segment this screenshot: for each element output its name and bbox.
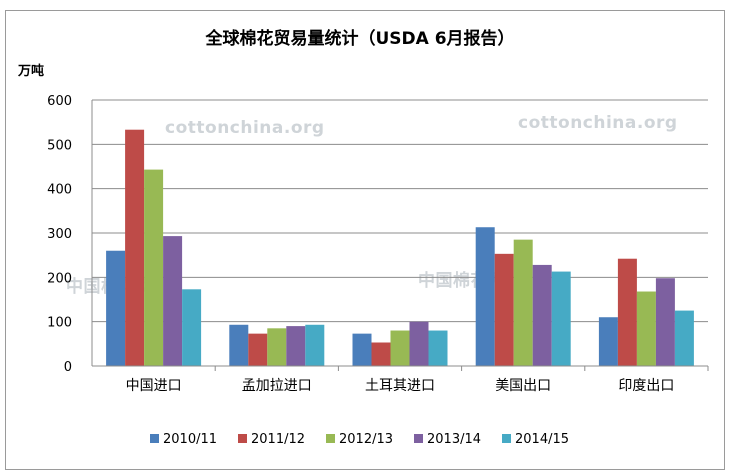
legend-label: 2014/15 [515, 432, 569, 447]
bar [598, 317, 618, 366]
bar [248, 333, 268, 366]
legend-swatch [326, 434, 335, 443]
legend-label: 2010/11 [163, 432, 217, 447]
bar [532, 264, 552, 366]
y-tick-label: 300 [47, 227, 72, 242]
bar [409, 321, 429, 366]
bar [371, 342, 391, 366]
x-tick-label: 土耳其进口 [365, 378, 435, 394]
bar [144, 169, 164, 366]
bar [390, 330, 410, 366]
legend-label: 2012/13 [339, 432, 393, 447]
chart-frame [5, 10, 725, 470]
bar [267, 328, 287, 366]
bar [475, 227, 495, 366]
legend: 2010/11 2011/12 2012/13 2013/14 2014/15 [150, 432, 569, 447]
bar [655, 278, 675, 366]
bar [674, 310, 694, 366]
bar [617, 258, 637, 366]
bar [428, 330, 448, 366]
bar [125, 129, 145, 366]
y-tick-label: 0 [64, 360, 72, 375]
watermark: cottonchina.org [518, 113, 678, 133]
bar [305, 324, 325, 366]
y-axis-ticks: 0 100 200 300 400 500 600 [47, 94, 72, 375]
x-tick-label: 中国进口 [126, 378, 182, 394]
y-tick-label: 200 [47, 271, 72, 286]
bar [106, 250, 126, 366]
y-axis-label: 万吨 [17, 63, 44, 79]
x-tick-label: 美国出口 [495, 378, 551, 394]
gridlines [92, 99, 708, 323]
bar [229, 324, 249, 366]
x-tick-label: 孟加拉进口 [242, 378, 312, 394]
y-tick-label: 100 [47, 316, 72, 331]
x-axis-ticks: 中国进口 孟加拉进口 土耳其进口 美国出口 印度出口 [126, 378, 675, 394]
bar [551, 271, 571, 366]
bar [163, 236, 183, 366]
bar [352, 333, 372, 366]
x-tick-label: 印度出口 [618, 378, 674, 394]
legend-swatch [150, 434, 159, 443]
y-tick-label: 400 [47, 183, 72, 198]
bar [494, 253, 514, 366]
axes [91, 100, 709, 371]
bar [182, 289, 202, 366]
legend-swatch [502, 434, 511, 443]
legend-swatch [414, 434, 423, 443]
bars [106, 129, 694, 366]
legend-swatch [238, 434, 247, 443]
watermark: cottonchina.org [165, 118, 325, 138]
bar [636, 291, 656, 366]
bar [286, 326, 306, 366]
legend-label: 2011/12 [251, 432, 305, 447]
legend-label: 2013/14 [427, 432, 481, 447]
y-tick-label: 500 [47, 138, 72, 153]
y-tick-label: 600 [47, 94, 72, 109]
chart-title: 全球棉花贸易量统计（USDA 6月报告） [204, 28, 514, 49]
bar [513, 239, 533, 366]
